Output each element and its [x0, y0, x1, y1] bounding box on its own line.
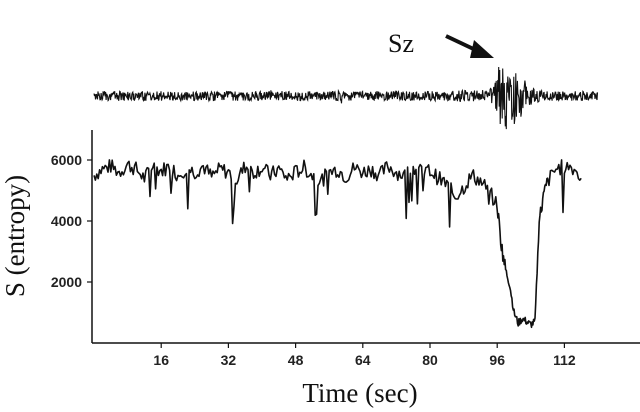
- y-axis-title: S (entropy): [0, 175, 30, 297]
- y-tick-label: 2000: [51, 274, 82, 290]
- x-tick-label: 32: [221, 352, 237, 368]
- x-tick-label: 48: [288, 352, 304, 368]
- x-axis-title: Time (sec): [302, 378, 417, 408]
- entropy-series-line: [93, 159, 582, 329]
- seizure-annotation-label: Sz: [388, 29, 414, 58]
- y-ticks: 2000 4000 6000: [51, 152, 92, 290]
- x-tick-label: 112: [553, 352, 576, 368]
- x-tick-label: 64: [355, 352, 371, 368]
- y-tick-label: 6000: [51, 152, 82, 168]
- x-tick-label: 96: [489, 352, 505, 368]
- eeg-trace-group: [93, 66, 599, 130]
- x-ticks: 16 32 48 64 80 96 112: [153, 343, 576, 368]
- y-tick-label: 4000: [51, 213, 82, 229]
- eeg-series-line: [93, 66, 599, 130]
- x-tick-label: 16: [153, 352, 169, 368]
- x-tick-label: 80: [422, 352, 438, 368]
- seizure-arrow: [445, 34, 494, 58]
